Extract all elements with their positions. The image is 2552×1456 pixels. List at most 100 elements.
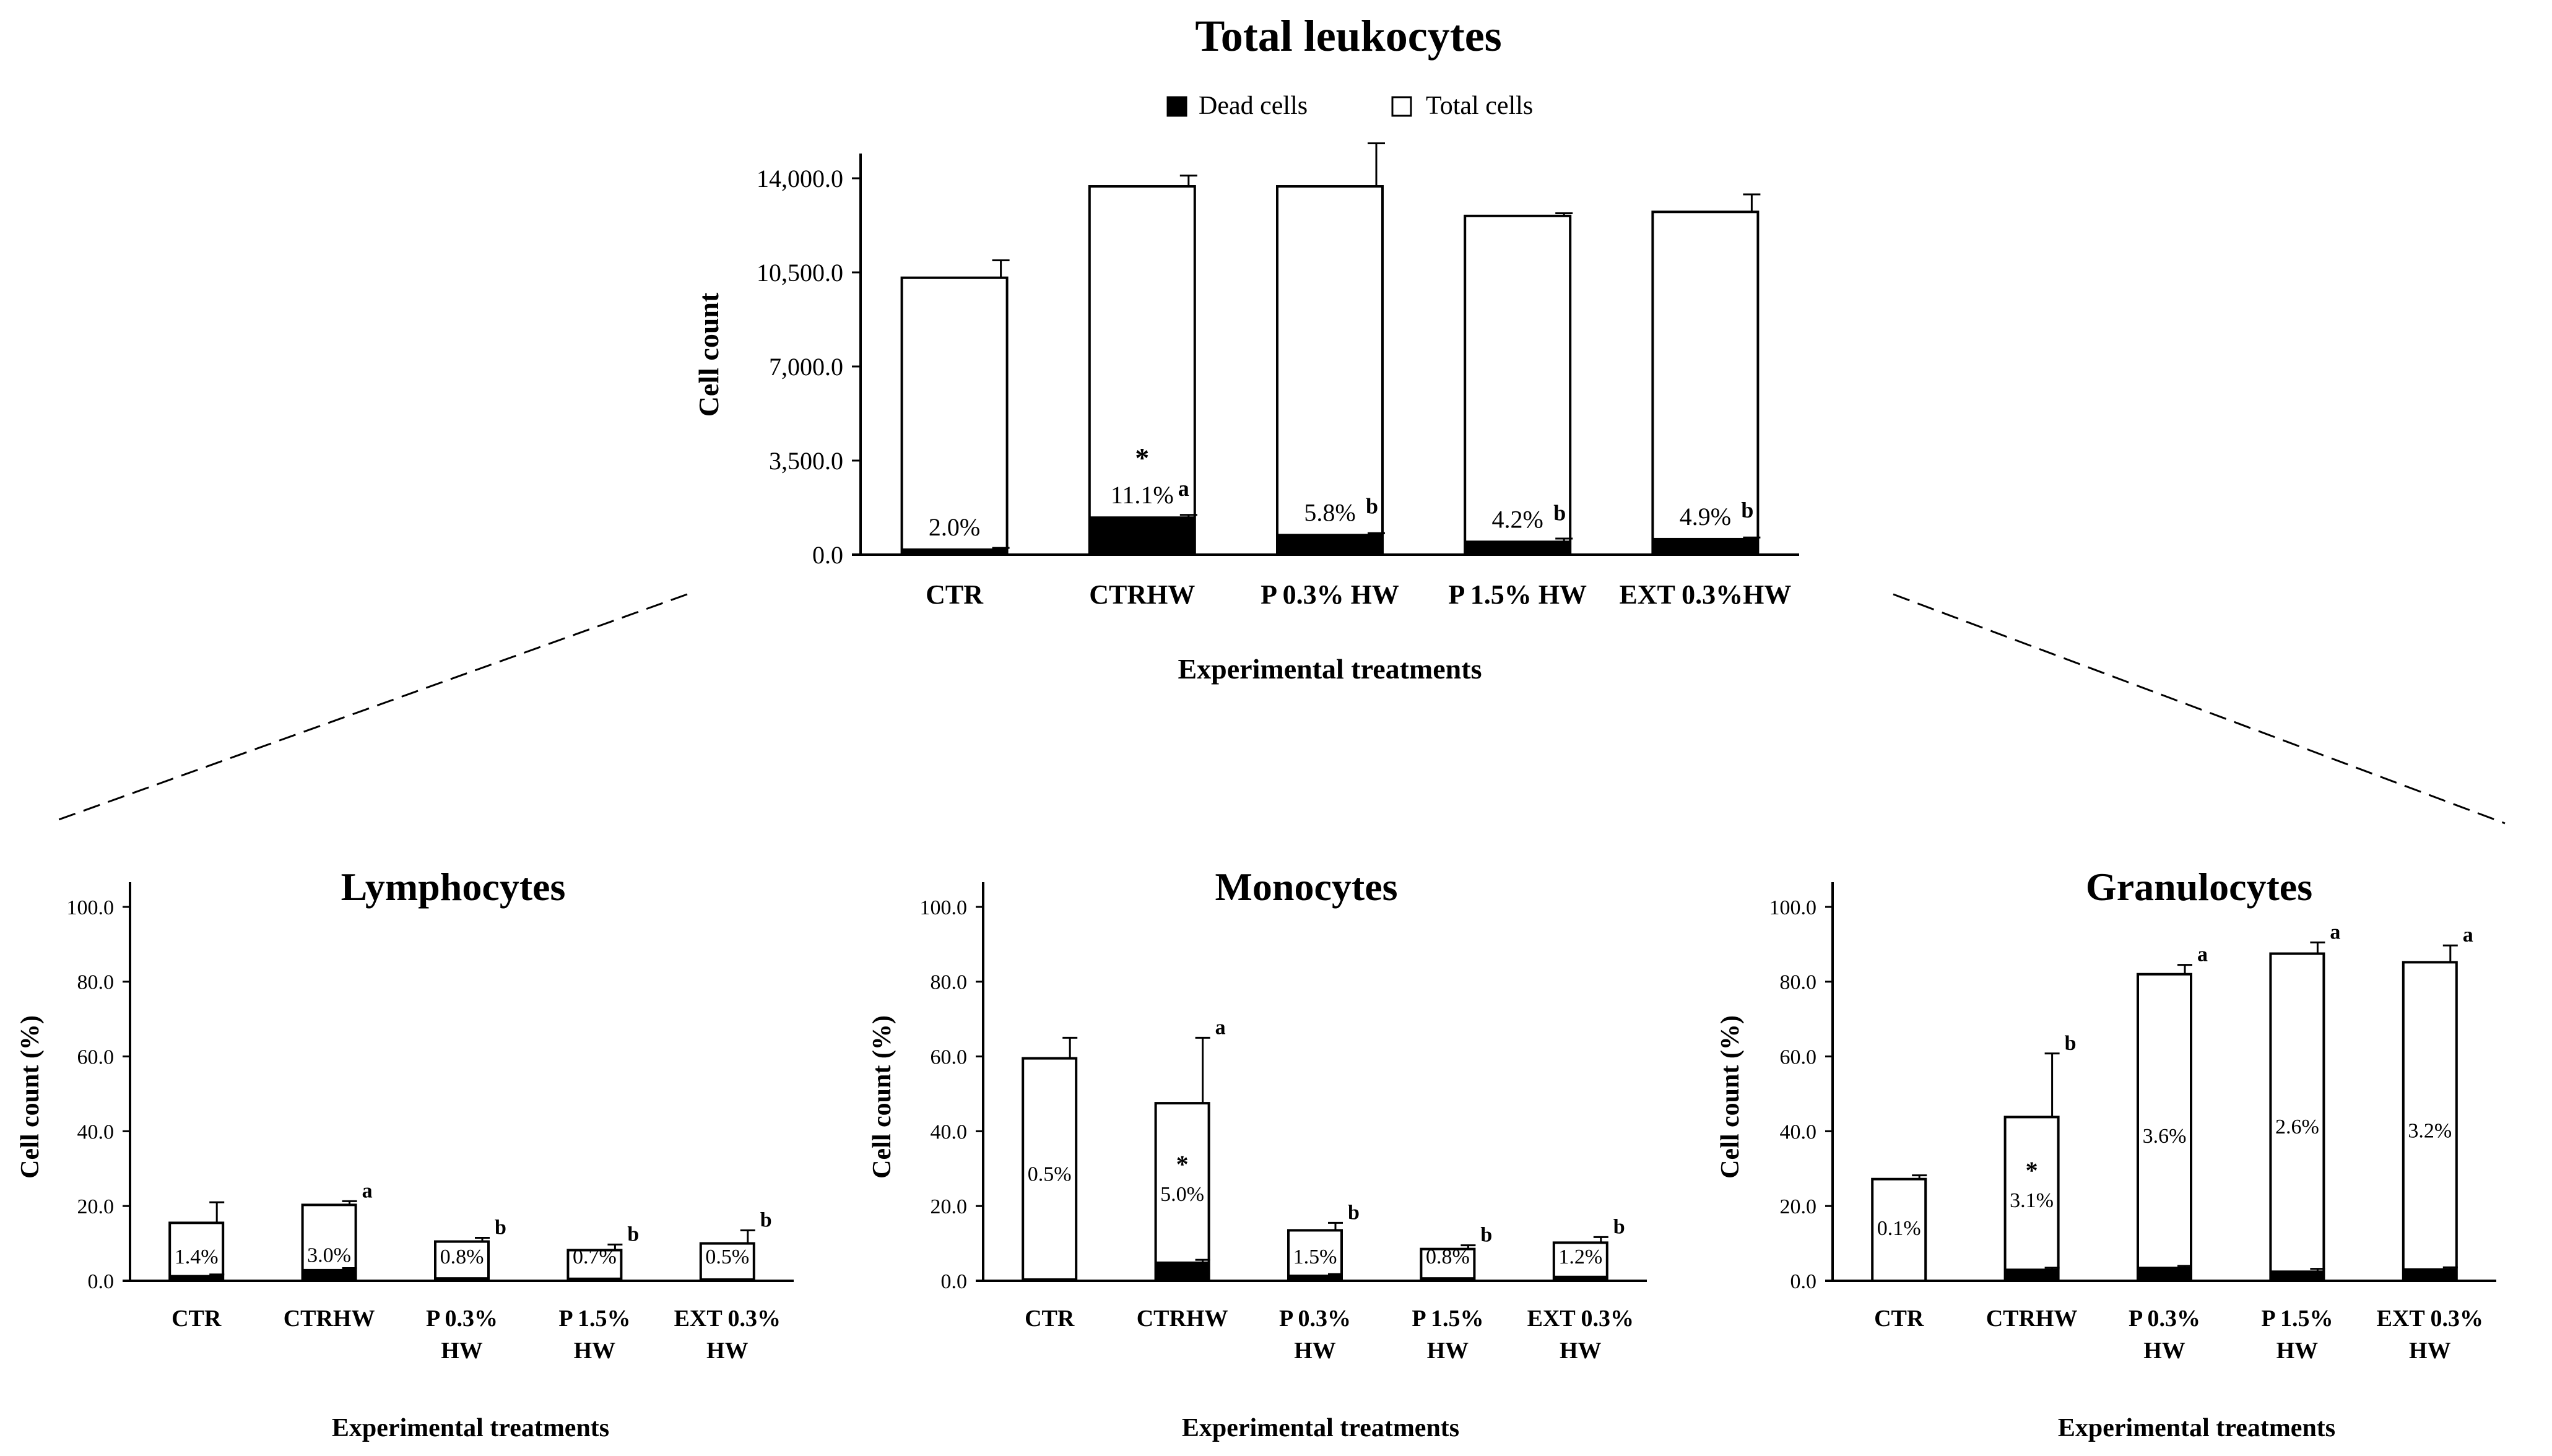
x-tick-label: HW	[2276, 1338, 2319, 1364]
y-axis-label: Cell count (%)	[1716, 1015, 1745, 1179]
x-tick-label: CTR	[926, 579, 984, 610]
x-tick-label: P 1.5%	[558, 1306, 630, 1332]
x-tick-label: HW	[706, 1338, 749, 1364]
bar-dead-cells	[1421, 1277, 1474, 1281]
y-tick-label: 60.0	[1780, 1046, 1817, 1069]
data-label-dead-percent: 3.1%	[2010, 1189, 2054, 1212]
y-tick-label: 100.0	[920, 896, 968, 919]
x-tick-label: HW	[574, 1338, 616, 1364]
x-tick-label: EXT 0.3%HW	[1619, 579, 1791, 610]
data-label-dead-percent: 2.6%	[2275, 1116, 2319, 1138]
legend-total-label: Total cells	[1426, 92, 1533, 120]
data-label-dead-percent: 2.0%	[929, 513, 980, 541]
bar-dead-cells	[2138, 1267, 2190, 1281]
panel-total-leukocytes: Total leukocytes Dead cells Total cells …	[693, 11, 1799, 685]
significance-letter: a	[1215, 1016, 1226, 1039]
x-tick-label: HW	[1427, 1338, 1469, 1364]
bar-dead-cells	[1090, 516, 1194, 556]
x-tick-label: CTRHW	[1137, 1306, 1228, 1332]
x-tick-label: P 1.5%	[2261, 1306, 2333, 1332]
x-tick-label: HW	[441, 1338, 483, 1364]
data-label-dead-percent: 5.0%	[1160, 1183, 1204, 1206]
bar-total-cells	[1464, 214, 1572, 556]
x-tick-label: CTR	[171, 1306, 222, 1332]
data-label-dead-percent: 4.2%	[1492, 505, 1543, 533]
y-tick-label: 20.0	[931, 1195, 968, 1218]
x-tick-label: CTRHW	[1089, 579, 1195, 610]
significance-letter: b	[495, 1216, 506, 1239]
significance-star: *	[1176, 1150, 1189, 1178]
y-tick-label: 80.0	[931, 971, 968, 994]
y-tick-label: 0.0	[1790, 1270, 1817, 1293]
bar-total-cells	[1552, 1241, 1608, 1282]
bar-dead-cells	[2271, 1270, 2324, 1281]
bar-dead-cells	[1289, 1274, 1341, 1281]
significance-letter: b	[760, 1208, 772, 1231]
data-label-dead-percent: 0.1%	[1877, 1217, 1921, 1240]
bar-total-cells	[1088, 185, 1196, 556]
chart-title: Monocytes	[1215, 865, 1397, 909]
x-tick-label: HW	[1294, 1338, 1336, 1364]
significance-letter: b	[2065, 1032, 2077, 1055]
x-tick-label: EXT 0.3%	[1527, 1306, 1634, 1332]
chart-title: Lymphocytes	[341, 865, 566, 909]
bar-total-cells	[1871, 1177, 1927, 1283]
x-tick-label: HW	[1560, 1338, 1602, 1364]
data-label-dead-percent: 0.7%	[573, 1246, 617, 1268]
significance-letter: b	[1553, 500, 1566, 525]
y-tick-label: 100.0	[1769, 896, 1817, 919]
y-tick-label: 40.0	[77, 1120, 115, 1143]
bar-total-cells	[1287, 1229, 1343, 1282]
plot-area: 0.0 20.0 40.0 60.0 80.0 100.0 0.5% CTR 5.0% * a CTR…	[920, 882, 1647, 1364]
plot-area: 0.0 3,500.0 7,000.0 10,500.0 14,000.0 2.0% CTR…	[757, 142, 1799, 610]
y-tick-label: 100.0	[67, 896, 115, 919]
x-tick-label: EXT 0.3%	[674, 1306, 781, 1332]
significance-letter: a	[1178, 476, 1189, 501]
x-axis-label: Experimental treatments	[1182, 1414, 1459, 1442]
y-tick-label: 3,500.0	[769, 447, 843, 475]
panel-granulocytes: Granulocytes Cell count (%) Experimental…	[1716, 865, 2496, 1442]
y-tick-label: 0.0	[88, 1270, 115, 1293]
data-label-dead-percent: 5.8%	[1304, 498, 1355, 526]
x-tick-label: CTR	[1025, 1306, 1075, 1332]
y-tick-label: 60.0	[77, 1046, 115, 1069]
x-tick-label: P 0.3%	[426, 1306, 498, 1332]
bar-dead-cells	[701, 1278, 753, 1281]
x-tick-label: P 0.3%	[2129, 1306, 2200, 1332]
y-tick-label: 0.0	[812, 541, 843, 569]
plot-area: 0.0 20.0 40.0 60.0 80.0 100.0 0.1% CTR 3.1% * b CTR…	[1769, 882, 2496, 1364]
y-tick-label: 40.0	[931, 1120, 968, 1143]
bar-dead-cells	[568, 1277, 621, 1281]
x-tick-label: P 0.3% HW	[1261, 579, 1399, 610]
x-axis-label: Experimental treatments	[2058, 1414, 2335, 1442]
data-label-dead-percent: 1.5%	[1293, 1246, 1337, 1268]
legend-dead-label: Dead cells	[1199, 92, 1308, 120]
bar-total-cells	[168, 1221, 225, 1283]
data-label-dead-percent: 3.6%	[2143, 1125, 2187, 1148]
y-tick-label: 0.0	[941, 1270, 968, 1293]
significance-letter: a	[2197, 943, 2208, 966]
x-tick-label: P 1.5% HW	[1448, 579, 1587, 610]
y-tick-label: 7,000.0	[769, 353, 843, 381]
significance-letter: b	[1613, 1215, 1625, 1238]
bar-dead-cells	[2403, 1268, 2456, 1282]
data-label-dead-percent: 0.5%	[705, 1246, 749, 1268]
y-tick-label: 40.0	[1780, 1120, 1817, 1143]
connector-line-left	[56, 593, 688, 821]
bar-dead-cells	[1465, 540, 1570, 555]
panel-monocytes: Monocytes Cell count (%) Experimental tr…	[868, 865, 1647, 1442]
y-axis-label: Cell count	[693, 292, 724, 417]
significance-letter: b	[1366, 493, 1378, 518]
bar-total-cells	[699, 1242, 755, 1282]
significance-star: *	[1135, 442, 1149, 474]
y-tick-label: 20.0	[77, 1195, 115, 1218]
significance-letter: b	[1348, 1201, 1360, 1224]
x-tick-label: CTRHW	[284, 1306, 375, 1332]
chart-title: Total leukocytes	[1195, 11, 1501, 61]
legend-total-swatch	[1391, 96, 1412, 117]
bar-dead-cells	[1278, 534, 1382, 556]
bar-dead-cells	[436, 1277, 488, 1281]
significance-letter: a	[362, 1179, 373, 1202]
y-tick-label: 14,000.0	[757, 165, 843, 193]
